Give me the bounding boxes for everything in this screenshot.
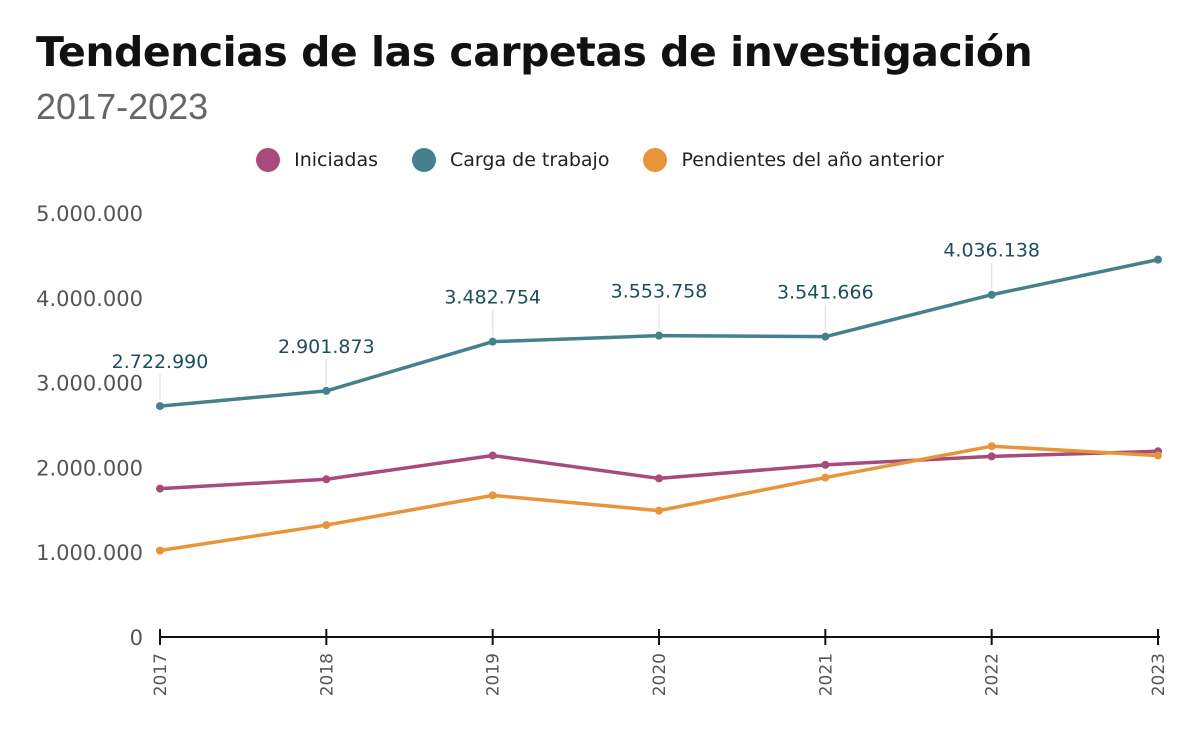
data-point — [821, 460, 830, 469]
data-point — [655, 506, 663, 515]
series-line-0 — [158, 449, 1160, 491]
chart-title: Tendencias de las carpetas de investigac… — [36, 28, 1033, 76]
data-point — [322, 475, 331, 484]
x-tick-label: 2021 — [816, 653, 836, 696]
data-point — [488, 491, 497, 500]
y-tick-label: 5.000.000 — [36, 202, 143, 226]
y-tick-label: 4.000.000 — [36, 287, 143, 311]
x-tick-label: 2018 — [317, 653, 337, 696]
data-label: 3.553.758 — [611, 281, 708, 303]
x-tick-label: 2017 — [151, 653, 171, 696]
legend-marker-iniciadas — [256, 148, 281, 172]
data-point — [156, 546, 164, 555]
legend-label-pendientes: Pendientes del año anterior — [681, 149, 944, 171]
data-label: 3.541.666 — [777, 282, 874, 304]
data-label: 4.036.138 — [943, 240, 1040, 262]
data-point — [322, 386, 331, 395]
series-line-2 — [158, 444, 1160, 553]
data-point — [156, 484, 164, 493]
legend-marker-pendientes — [643, 148, 668, 172]
chart-subtitle: 2017-2023 — [36, 86, 209, 127]
legend-label-carga: Carga de trabajo — [450, 149, 610, 171]
data-point — [156, 402, 164, 411]
legend-marker-carga — [412, 148, 437, 172]
data-point — [488, 451, 497, 460]
legend-label-iniciadas: Iniciadas — [294, 149, 379, 171]
x-tick-label: 2020 — [650, 653, 670, 696]
legend-item-iniciadas[interactable]: Iniciadas — [256, 148, 378, 172]
legend-item-carga[interactable]: Carga de trabajo — [412, 148, 609, 172]
data-point — [322, 521, 331, 530]
x-tick-label: 2023 — [1149, 653, 1169, 696]
y-tick-label: 3.000.000 — [36, 372, 143, 396]
data-point — [821, 473, 830, 482]
data-point — [987, 290, 996, 299]
data-point — [1154, 451, 1162, 460]
data-point — [488, 337, 497, 346]
data-label: 2.901.873 — [278, 336, 375, 358]
legend: Iniciadas Carga de trabajo Pendientes de… — [0, 148, 1200, 172]
data-point — [987, 452, 996, 461]
data-label: 3.482.754 — [444, 287, 541, 309]
y-tick-label: 2.000.000 — [36, 456, 143, 480]
y-tick-label: 1.000.000 — [36, 541, 143, 565]
data-label: 2.722.990 — [112, 351, 209, 373]
data-point — [987, 442, 996, 451]
y-tick-label: 0 — [130, 626, 143, 650]
data-point — [655, 474, 663, 483]
x-tick-label: 2019 — [484, 653, 504, 696]
data-point — [1154, 255, 1162, 264]
legend-item-pendientes[interactable]: Pendientes del año anterior — [643, 148, 944, 172]
x-tick-label: 2022 — [983, 653, 1003, 696]
data-point — [655, 331, 663, 340]
data-point — [821, 332, 830, 341]
